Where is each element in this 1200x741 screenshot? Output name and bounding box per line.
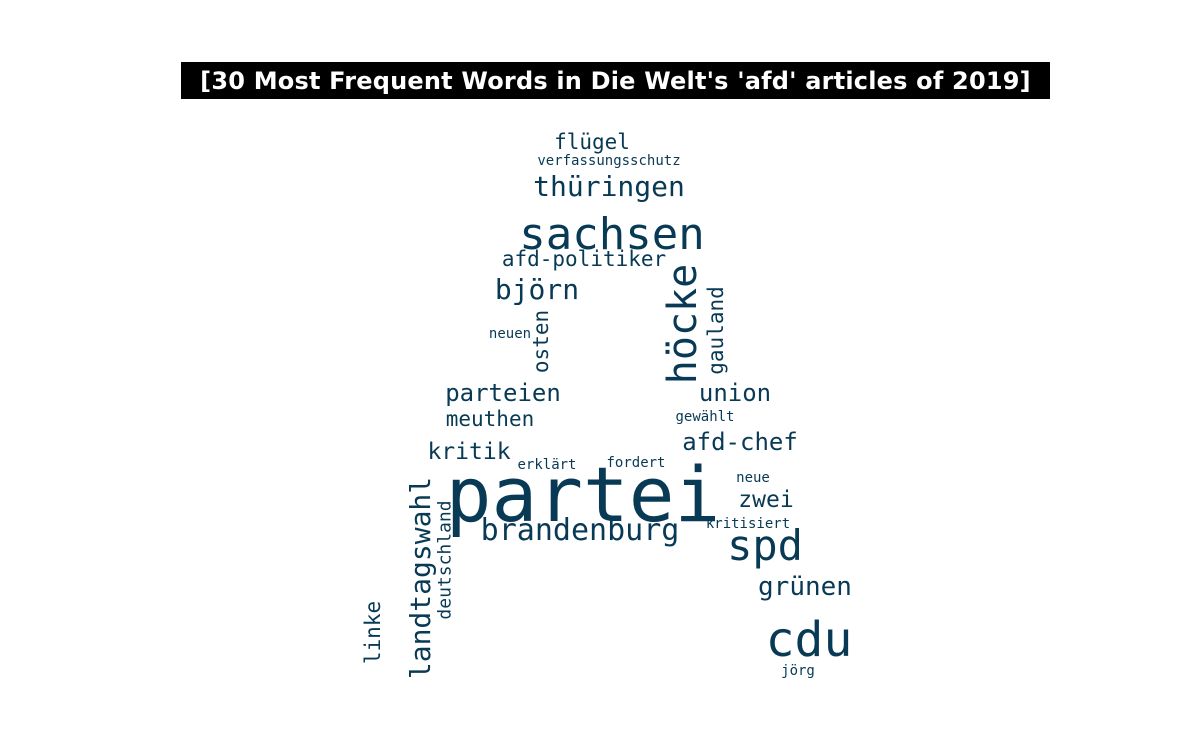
word-kritik: kritik	[427, 438, 511, 465]
word-brandenburg: brandenburg	[480, 513, 680, 548]
word-linke: linke	[361, 600, 386, 664]
word-joerg: jörg	[781, 663, 815, 679]
word-zwei: zwei	[738, 486, 794, 513]
word-erklaert: erklärt	[517, 457, 577, 473]
word-neue: neue	[736, 470, 770, 486]
word-cdu: cdu	[765, 612, 853, 668]
word-meuthen: meuthen	[445, 406, 535, 431]
chart-title: [30 Most Frequent Words in Die Welt's 'a…	[200, 66, 1031, 95]
word-gewaehlt: gewählt	[675, 409, 735, 425]
word-osten: osten	[529, 309, 554, 373]
word-parteien: parteien	[445, 379, 561, 407]
word-gruenen: grünen	[758, 572, 852, 602]
word-sachsen: sachsen	[519, 209, 705, 260]
word-afd-politiker: afd-politiker	[501, 246, 667, 271]
word-hoecke: höcke	[659, 263, 706, 385]
word-afd-chef: afd-chef	[682, 428, 798, 456]
word-verfassungsschutz: verfassungsschutz	[537, 153, 681, 169]
word-spd: spd	[727, 521, 803, 570]
word-gauland: gauland	[703, 285, 728, 375]
word-thueringen: thüringen	[533, 170, 685, 203]
word-fordert: fordert	[606, 455, 666, 471]
word-fluegel: flügel	[554, 129, 630, 154]
word-bjoern: björn	[494, 273, 580, 306]
chart-title-box: [30 Most Frequent Words in Die Welt's 'a…	[181, 62, 1050, 99]
word-union: union	[698, 379, 772, 407]
word-landtagswahl: landtagswahl	[403, 476, 437, 680]
word-partei: partei	[445, 450, 721, 539]
word-kritisiert: kritisiert	[705, 516, 791, 532]
word-deutschland: deutschland	[435, 500, 456, 620]
word-neuen: neuen	[488, 326, 532, 342]
